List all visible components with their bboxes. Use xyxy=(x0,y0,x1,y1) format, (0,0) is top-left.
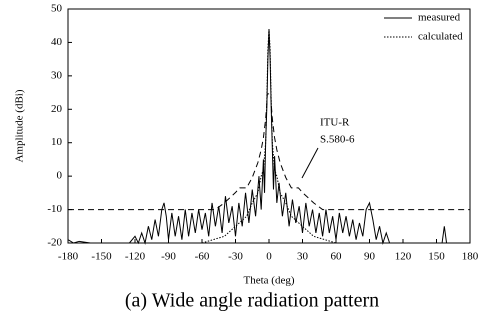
y-tick-label: -20 xyxy=(47,237,62,249)
x-tick-label: -120 xyxy=(125,251,146,263)
legend-label: calculated xyxy=(418,31,463,43)
x-tick-label: 60 xyxy=(331,251,343,263)
x-tick-label: -180 xyxy=(58,251,79,263)
x-tick-label: -150 xyxy=(91,251,112,263)
y-axis-label: Amplitude (dBi) xyxy=(14,89,26,162)
x-tick-label: -60 xyxy=(195,251,210,263)
annotation: S.580-6 xyxy=(320,134,355,146)
x-axis-label: Theta (deg) xyxy=(244,275,295,287)
annotation-leader xyxy=(301,147,319,179)
y-tick-label: 50 xyxy=(51,3,63,15)
caption: (a) Wide angle radiation pattern xyxy=(125,290,379,312)
y-tick-label: -10 xyxy=(47,203,62,215)
x-tick-label: -30 xyxy=(228,251,243,263)
series-line xyxy=(68,93,470,211)
x-tick-label: 30 xyxy=(297,251,309,263)
legend-label: measured xyxy=(418,12,461,24)
x-tick-label: 120 xyxy=(395,251,412,263)
annotation: ITU-R xyxy=(320,117,350,129)
y-tick-label: 10 xyxy=(51,136,63,148)
x-tick-label: -90 xyxy=(161,251,176,263)
y-tick-label: 0 xyxy=(57,170,63,182)
y-tick-label: 20 xyxy=(51,103,63,115)
plot-frame xyxy=(67,8,471,244)
y-tick-label: 40 xyxy=(51,36,63,48)
x-tick-label: 180 xyxy=(462,251,479,263)
x-tick-label: 150 xyxy=(428,251,445,263)
y-tick-label: 30 xyxy=(51,69,63,81)
series-line xyxy=(201,29,337,244)
series-line xyxy=(67,29,470,245)
x-tick-label: 90 xyxy=(364,251,376,263)
x-tick-label: 0 xyxy=(266,251,272,263)
